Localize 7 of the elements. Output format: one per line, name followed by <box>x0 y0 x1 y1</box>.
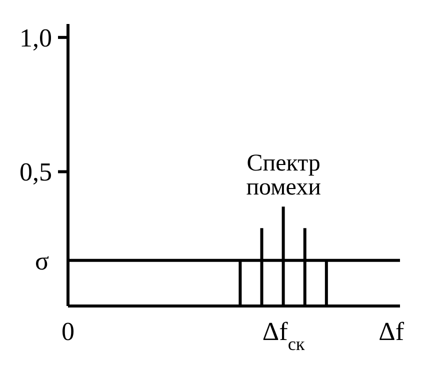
x-tick-label: Δf$_{ск}$ <box>262 317 305 354</box>
y-tick-label: 1,0 <box>20 23 52 52</box>
x-tick-label: 0 <box>62 317 74 346</box>
y-tick-label: 0,5 <box>20 158 52 187</box>
x-tick-label: Δf <box>378 317 404 346</box>
annotation: Спектр помехи <box>246 150 322 201</box>
ref-line-label: σ <box>34 246 50 276</box>
